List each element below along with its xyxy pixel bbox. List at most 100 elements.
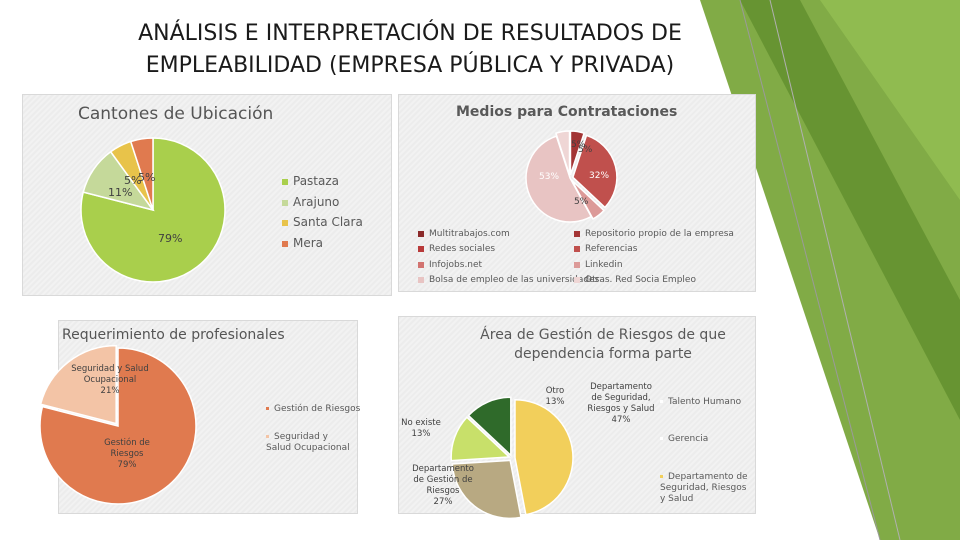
legend-swatch (418, 261, 424, 268)
pie2-label-linkedin: 5% (574, 197, 589, 207)
pie4-label-otro: Otro 13% (540, 386, 570, 408)
legend-item: Arajuno (282, 195, 339, 209)
legend-item: Pastaza (282, 174, 339, 188)
legend-item: Mera (282, 236, 323, 250)
pie3-label-gestion: Gestión de Riesgos 79% (92, 438, 162, 471)
chart-requerimiento-title: Requerimiento de profesionales (62, 327, 285, 343)
legend-item: Linkedin (574, 260, 623, 270)
pie4-label-gestion: Departamento de Gestión de Riesgos 27% (408, 464, 478, 508)
pie4-label-no-existe-pct: 13% (411, 429, 431, 439)
chart-medios-title: Medios para Contrataciones (456, 104, 678, 120)
legend-swatch (266, 435, 269, 438)
legend-item: Multitrabajos.com (418, 229, 510, 239)
pie4-label-seguridad-name: Departamento de Seguridad, Riesgos y Sal… (587, 382, 655, 414)
legend-label: Talento Humano (668, 397, 742, 407)
pie3-label-gestion-name: Gestión de Riesgos (104, 438, 150, 459)
pie1-label-pastaza: 79% (158, 232, 183, 245)
legend-item: Otras. Red Socia Empleo (574, 275, 696, 285)
legend-item: Departamento de Seguridad, Riesgos y Sal… (660, 472, 752, 505)
slide-title: ANÁLISIS E INTERPRETACIÓN DE RESULTADOS … (60, 18, 760, 82)
pie3-label-seguridad-name: Seguridad y Salud Ocupacional (71, 364, 149, 385)
legend-label: Santa Clara (293, 215, 363, 229)
chart-medios-panel (398, 94, 756, 292)
pie4-label-otro-pct: 13% (545, 397, 565, 407)
legend-label: Gerencia (668, 434, 709, 444)
pie3-label-seguridad-pct: 21% (100, 386, 120, 396)
legend-label: Repositorio propio de la empresa (585, 229, 734, 239)
legend-item: Repositorio propio de la empresa (574, 229, 734, 239)
legend-swatch (282, 240, 288, 247)
legend-label: Infojobs.net (429, 260, 483, 270)
legend-item: Gerencia (660, 434, 708, 444)
legend-label: Pastaza (293, 174, 340, 188)
legend-swatch (282, 219, 288, 226)
legend-label: Multitrabajos.com (429, 229, 510, 239)
chart-medios-pie (525, 130, 618, 223)
legend-swatch (418, 245, 424, 252)
legend-item: Seguridad y Salud Ocupacional (266, 432, 352, 454)
chart-cantones-pie (80, 137, 226, 283)
legend-item: Talento Humano (660, 397, 741, 407)
legend-label: Gestión de Riesgos (274, 404, 361, 414)
pie-slice-mera (129, 137, 154, 211)
pie-slice-departamento-de-gesti-n-de-riesgos (451, 459, 522, 520)
pie4-label-seguridad-pct: 47% (611, 415, 631, 425)
pie-slice-referencias (572, 134, 618, 209)
legend-label: Redes sociales (429, 244, 496, 254)
legend-swatch (574, 245, 580, 252)
legend-label: Departamento de Seguridad, Riesgos y Sal… (660, 472, 748, 504)
legend-label: Referencias (585, 244, 638, 254)
pie1-label-mera: 5% (138, 171, 156, 184)
pie-slice-departamento-de-seguridad-riesgos-y-salud (514, 398, 574, 516)
legend-swatch (266, 407, 269, 410)
chart-area-title: Área de Gestión de Riesgos de que depend… (480, 327, 726, 362)
pie-slice-repositorio-propio-de-la-empresa (569, 130, 586, 176)
pie-slice-linkedin (571, 179, 605, 220)
chart-area-pie (450, 396, 574, 520)
pie4-label-no-existe-name: No existe (401, 418, 441, 428)
legend-swatch (574, 276, 580, 283)
pie-slice-no-existe (450, 416, 511, 462)
legend-swatch (418, 276, 424, 283)
legend-swatch (660, 400, 663, 403)
legend-swatch (574, 261, 580, 268)
legend-swatch (418, 230, 424, 237)
pie3-label-gestion-pct: 79% (117, 460, 137, 470)
legend-item: Referencias (574, 244, 638, 254)
pie4-label-gestion-pct: 27% (433, 497, 453, 507)
legend-item: Infojobs.net (418, 260, 482, 270)
pie4-label-otro-name: Otro (545, 386, 565, 396)
pie2-label-otras: 5% (578, 145, 593, 155)
slide-title-line1: ANÁLISIS E INTERPRETACIÓN DE RESULTADOS … (138, 21, 682, 46)
pie-slice-otro (467, 396, 512, 457)
legend-swatch (282, 199, 288, 206)
legend-item: Redes sociales (418, 244, 495, 254)
pie-slice-gesti-n-de-riesgos (39, 347, 197, 505)
pie3-label-seguridad: Seguridad y Salud Ocupacional 21% (70, 364, 150, 397)
legend-label: Otras. Red Socia Empleo (585, 275, 696, 285)
slide-title-line2: EMPLEABILIDAD (EMPRESA PÚBLICA Y PRIVADA… (145, 53, 675, 78)
pie1-label-santa-clara: 5% (124, 174, 142, 187)
legend-item: Gestión de Riesgos (266, 404, 360, 414)
pie2-label-repositorio: 5% (571, 140, 586, 150)
legend-swatch (282, 178, 288, 185)
legend-item: Bolsa de empleo de las universidades (418, 275, 599, 285)
pie-slice-bolsa-de-empleo-de-las-universidades (525, 135, 593, 223)
legend-label: Arajuno (293, 195, 340, 209)
legend-item: Santa Clara (282, 215, 363, 229)
legend-label: Linkedin (585, 260, 623, 270)
legend-swatch (660, 475, 663, 478)
pie4-label-no-existe: No existe 13% (398, 418, 444, 440)
chart-requerimiento-pie (39, 344, 197, 505)
chart-cantones-title: Cantones de Ubicación (78, 104, 274, 124)
pie4-label-seguridad: Departamento de Seguridad, Riesgos y Sal… (586, 382, 656, 426)
pie1-label-arajuno: 11% (108, 186, 133, 199)
pie2-label-bolsa: 53% (539, 172, 560, 182)
pie4-label-gestion-name: Departamento de Gestión de Riesgos (412, 464, 474, 496)
pie-slice-seguridad-y-salud-ocupacional (39, 344, 117, 425)
legend-label: Bolsa de empleo de las universidades (429, 275, 600, 285)
legend-swatch (660, 437, 663, 440)
legend-swatch (574, 230, 580, 237)
legend-label: Mera (293, 236, 324, 250)
